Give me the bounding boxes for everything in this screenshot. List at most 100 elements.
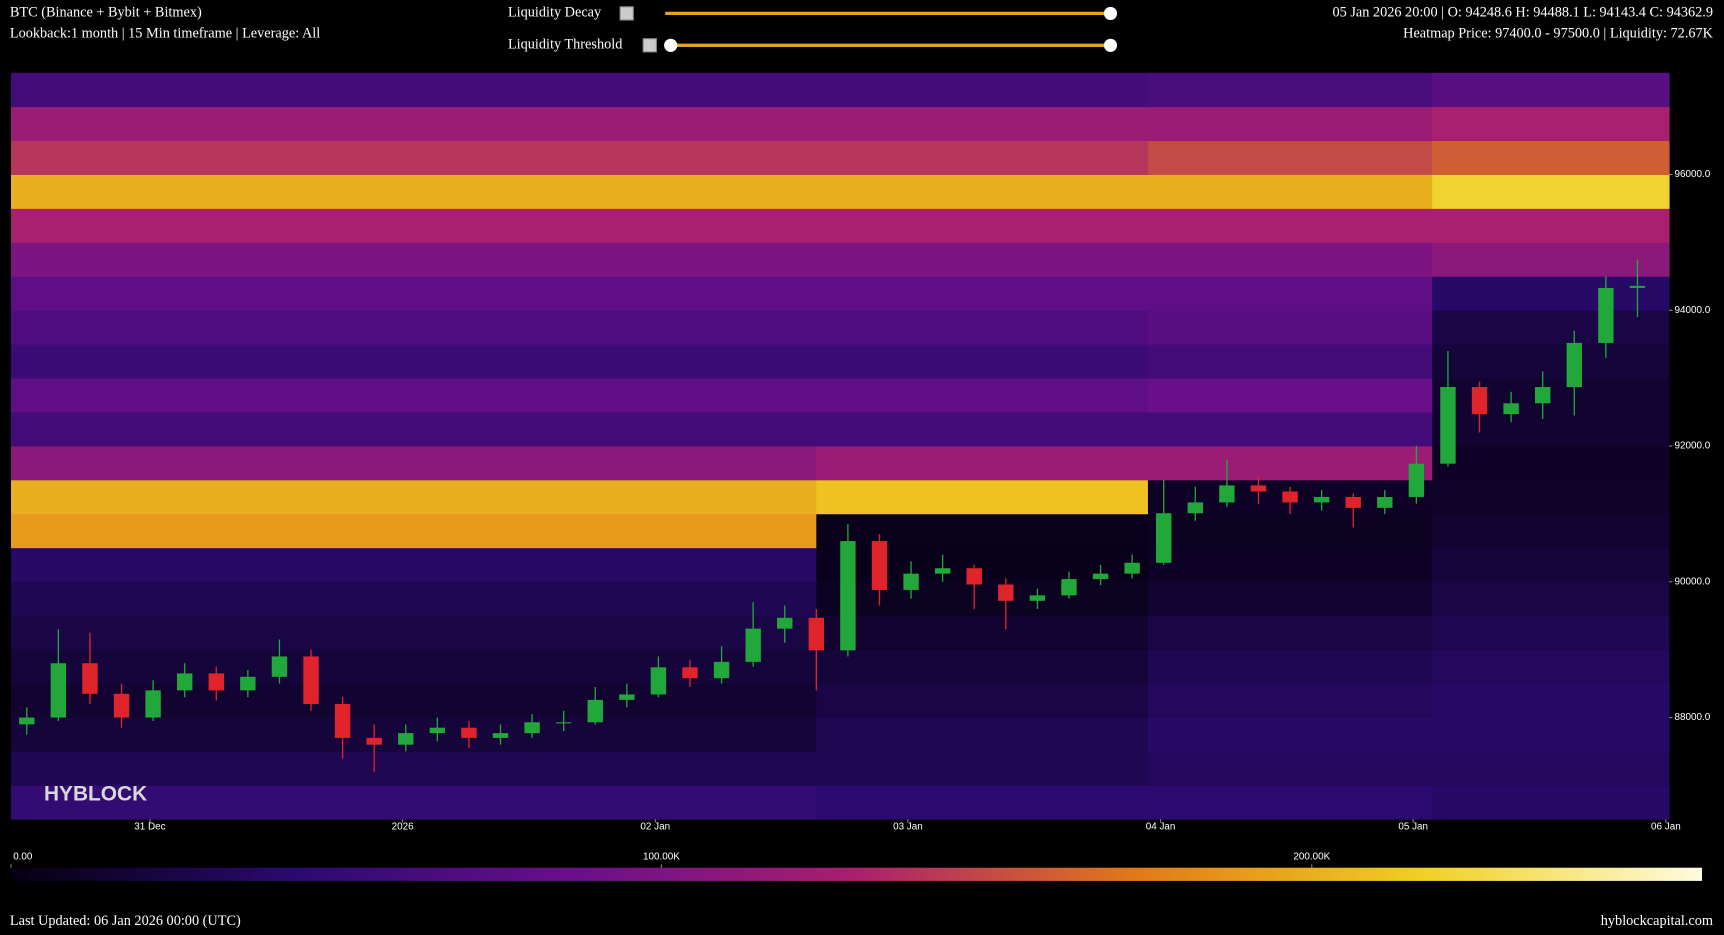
colorbar-tick-label: 0.00 <box>13 851 33 862</box>
candle-body <box>82 663 98 694</box>
heat-cell <box>10 785 817 820</box>
heat-cell <box>10 242 817 277</box>
heat-cell <box>1147 785 1433 820</box>
heat-cell <box>816 513 1149 549</box>
candle-body <box>271 656 288 677</box>
hover-info: Heatmap Price: 97400.0 - 97500.0 | Liqui… <box>1403 26 1714 42</box>
heat-cell <box>1432 649 1670 684</box>
heat-cell <box>10 649 817 684</box>
threshold-slider[interactable] <box>664 38 1118 52</box>
y-tick-label: 88000.0 <box>1675 712 1711 723</box>
candle-body <box>1598 287 1614 343</box>
heat-cell <box>1432 683 1670 718</box>
heat-cell <box>1432 547 1670 583</box>
heat-cell <box>1432 751 1670 786</box>
heat-cell <box>1147 717 1433 752</box>
heat-cell <box>1147 378 1433 413</box>
heat-cell <box>1147 310 1433 345</box>
candle-body <box>461 727 477 738</box>
heat-cell <box>816 208 1149 243</box>
x-tick-label: 06 Jan <box>1651 822 1681 833</box>
heat-cell <box>1432 581 1670 617</box>
heat-cell <box>1147 581 1433 617</box>
heat-cell <box>816 717 1149 752</box>
candle-body <box>934 568 951 574</box>
candle-body <box>1029 595 1046 601</box>
candle-body <box>492 733 509 738</box>
heat-cell <box>10 344 817 379</box>
heat-cell <box>1432 446 1670 481</box>
candle-body <box>145 690 161 718</box>
heat-cell <box>10 581 817 617</box>
candle-body <box>524 722 540 734</box>
heat-cell <box>1432 276 1670 311</box>
candle-body <box>1219 485 1235 503</box>
heat-cell <box>1147 242 1433 277</box>
ohlc-info: 05 Jan 2026 20:00 | O: 94248.6 H: 94488.… <box>1332 5 1713 21</box>
candle-body <box>745 628 761 662</box>
candle-body <box>1408 463 1425 497</box>
heat-cell <box>10 547 817 583</box>
heat-cell <box>816 683 1149 718</box>
candle-body <box>1471 387 1488 415</box>
heat-cell <box>816 581 1149 617</box>
candle-body <box>650 667 667 695</box>
candle-body <box>1282 491 1298 503</box>
candle-body <box>1377 496 1393 508</box>
heat-cell <box>10 446 817 481</box>
heat-cell <box>10 412 817 447</box>
candle-body <box>208 673 224 691</box>
heat-cell <box>1432 140 1670 175</box>
x-tick-label: 2026 <box>392 822 414 833</box>
heat-cell <box>1147 276 1433 311</box>
heat-cell <box>1432 479 1670 515</box>
candle-body <box>1503 403 1519 415</box>
heat-cell <box>816 276 1149 311</box>
x-tick-label: 04 Jan <box>1146 822 1176 833</box>
heat-cell <box>816 174 1149 209</box>
heat-cell <box>1432 513 1670 549</box>
heat-cell <box>10 479 817 515</box>
heat-cell <box>1147 649 1433 684</box>
heat-cell <box>1432 344 1670 379</box>
heat-cell <box>1147 208 1433 243</box>
heat-cell <box>1147 412 1433 447</box>
candle-body <box>998 584 1014 601</box>
heat-cell <box>816 751 1149 786</box>
heat-cell <box>10 276 817 311</box>
candle-body <box>966 568 982 585</box>
candle-body <box>176 673 193 691</box>
heat-cell <box>10 513 817 549</box>
candle-body <box>871 541 888 590</box>
heat-cell <box>1147 140 1433 175</box>
heat-cell <box>10 106 817 141</box>
heat-cell <box>816 140 1149 175</box>
slider-knob[interactable] <box>664 38 678 52</box>
candle-body <box>1345 496 1361 508</box>
heat-cell <box>1432 717 1670 752</box>
heat-cell <box>1432 174 1670 209</box>
y-tick-label: 94000.0 <box>1675 305 1711 316</box>
candle-body <box>1156 513 1172 563</box>
slider-knob[interactable] <box>1103 6 1118 21</box>
candle-body <box>713 661 730 679</box>
heat-cell <box>1432 310 1670 345</box>
candle-body <box>808 617 825 651</box>
candle-body <box>240 676 256 691</box>
candle-body <box>682 667 698 679</box>
decay-slider[interactable] <box>665 6 1118 21</box>
heat-cell <box>10 378 817 413</box>
heat-cell <box>816 106 1149 141</box>
candle-body <box>555 722 572 724</box>
heat-cell <box>816 378 1149 413</box>
slider-knob[interactable] <box>1103 38 1118 52</box>
candle-body <box>777 617 793 629</box>
heat-cell <box>1147 174 1433 209</box>
heat-cell <box>1432 106 1670 141</box>
candle-body <box>619 694 635 700</box>
heat-cell <box>1147 344 1433 379</box>
candle-body <box>1313 496 1330 503</box>
candle-body <box>1535 387 1551 404</box>
